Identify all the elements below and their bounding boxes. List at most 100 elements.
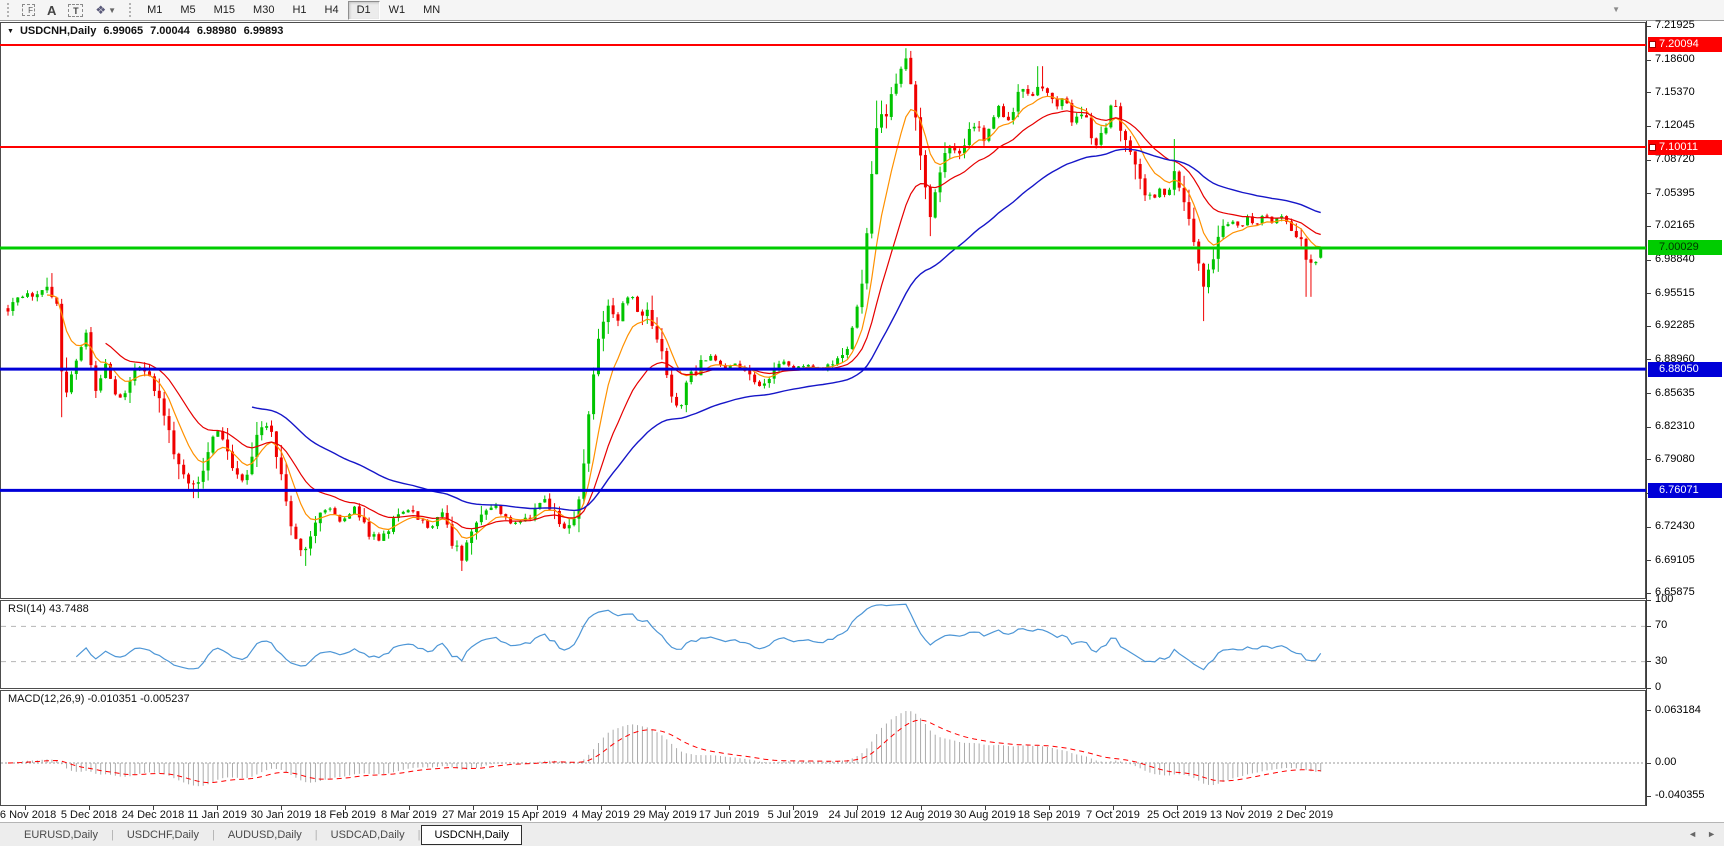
text-label-icon[interactable]: A — [47, 2, 57, 18]
price-tick — [1647, 125, 1651, 127]
date-label: 30 Jan 2019 — [250, 809, 312, 821]
ma-slow-line — [251, 148, 1321, 512]
price-tick-label: 7.05395 — [1655, 186, 1695, 199]
date-axis[interactable]: 16 Nov 2018 5 Dec 2018 24 Dec 2018 11 Jan 2… — [0, 806, 1724, 822]
tab-scroll-right-icon[interactable]: ► — [1707, 829, 1716, 839]
tab-separator: | — [110, 828, 114, 841]
date-tick — [537, 806, 538, 810]
tab-usdcad-daily[interactable]: USDCAD,Daily — [330, 828, 405, 841]
timeframe-button-m15[interactable]: M15 — [213, 3, 236, 16]
timeframe-button-h1[interactable]: H1 — [292, 3, 307, 16]
price-badge-6.88050: 6.88050 — [1648, 361, 1722, 377]
price-badge-7.20094: 7.20094 — [1648, 37, 1722, 53]
date-label: 11 Jan 2019 — [187, 809, 247, 821]
tab-separator: | — [314, 828, 318, 841]
date-label: 18 Sep 2019 — [1017, 809, 1081, 821]
date-label: 2 Dec 2019 — [1276, 809, 1334, 821]
price-tick-label: 6.79080 — [1655, 452, 1695, 465]
date-tick — [409, 806, 410, 810]
price-tick-label: 7.12045 — [1655, 119, 1695, 132]
date-label: 5 Jul 2019 — [767, 809, 819, 821]
date-tick — [25, 806, 26, 810]
chart-title: ▼ USDCNH,Daily 6.99065 7.00044 6.98980 6… — [7, 25, 286, 37]
tab-separator: | — [211, 828, 215, 841]
tab-eurusd-daily[interactable]: EURUSD,Daily — [24, 828, 98, 841]
date-tick — [1305, 806, 1306, 810]
price-tick — [1647, 560, 1651, 562]
date-tick — [345, 806, 346, 810]
date-label: 24 Dec 2018 — [121, 809, 185, 821]
date-label: 16 Nov 2018 — [0, 809, 57, 821]
rsi-indicator-label: RSI(14) 43.7488 — [8, 603, 89, 615]
date-label: 27 Mar 2019 — [442, 809, 504, 821]
timeframe-button-m1[interactable]: M1 — [147, 3, 163, 16]
price-tick — [1647, 592, 1651, 594]
date-label: 8 Mar 2019 — [381, 809, 437, 821]
price-tick-label: 6.65875 — [1655, 586, 1695, 599]
tab-usdcnh-daily[interactable]: USDCNH,Daily — [421, 824, 523, 845]
date-label: 25 Oct 2019 — [1147, 809, 1207, 821]
chevron-down-icon[interactable]: ▼ — [7, 27, 14, 35]
price-tick-label: 6.82310 — [1655, 420, 1695, 433]
dropdown-caret-icon: ▼ — [108, 5, 117, 15]
line-marker-icon — [1649, 41, 1656, 49]
price-tick — [1647, 59, 1651, 61]
timeframe-button-m5[interactable]: M5 — [180, 3, 196, 16]
timeframe-button-w1[interactable]: W1 — [388, 3, 406, 16]
date-label: 29 May 2019 — [633, 809, 697, 821]
price-badge-7.10011: 7.10011 — [1648, 139, 1722, 155]
timeframe-button-h4[interactable]: H4 — [324, 3, 339, 16]
price-tick-label: 7.18600 — [1655, 53, 1695, 66]
price-tick — [1647, 426, 1651, 428]
tab-usdchf-daily[interactable]: USDCHF,Daily — [126, 828, 199, 841]
chart-tab-bar: EURUSD,Daily | USDCHF,Daily | AUDUSD,Daily | U… — [0, 822, 1724, 846]
date-label: 12 Aug 2019 — [890, 809, 952, 821]
price-badge-7.00029: 7.00029 — [1648, 240, 1722, 256]
toolbar: F A T ❖ ▼ M1 M5 M15 M30 H1 H4 D1 W1 MN — [0, 0, 1724, 21]
high-value: 7.00044 — [150, 25, 190, 37]
price-tick-label: 7.02165 — [1655, 219, 1695, 232]
macd-signal-line — [7, 719, 1321, 784]
timeframe-button-m30[interactable]: M30 — [253, 3, 275, 16]
line-marker-icon — [1649, 143, 1656, 151]
price-tick-label: 7.15370 — [1655, 85, 1695, 98]
date-label: 24 Jul 2019 — [828, 809, 886, 821]
date-tick — [217, 806, 218, 810]
macd-scale-label: -0.040355 — [1655, 789, 1705, 802]
price-tick — [1647, 193, 1651, 195]
objects-icon[interactable]: ❖ ▼ — [95, 3, 117, 17]
text-box-icon[interactable]: T — [62, 1, 89, 20]
tab-audusd-daily[interactable]: AUDUSD,Daily — [227, 828, 302, 841]
price-chart[interactable] — [0, 21, 1724, 806]
price-tick-label: 6.95515 — [1655, 286, 1695, 299]
rsi-scale-label: 70 — [1655, 619, 1668, 632]
price-axis[interactable]: 7.21925 7.18600 7.15370 7.12045 7.08720 7.053… — [1646, 19, 1724, 806]
open-value: 6.99065 — [103, 25, 144, 37]
date-label: 15 Apr 2019 — [507, 809, 567, 821]
tab-separator: | — [417, 828, 421, 841]
price-tick-label: 7.08720 — [1655, 153, 1695, 166]
symbol-label: USDCNH,Daily — [19, 25, 97, 37]
date-label: 4 May 2019 — [572, 809, 630, 821]
price-tick-label: 6.92285 — [1655, 319, 1695, 332]
candlestick-series — [6, 48, 1323, 571]
rsi-scale-label: 30 — [1655, 654, 1668, 667]
tab-scroll-left-icon[interactable]: ◄ — [1688, 829, 1698, 839]
fbox-tool-icon[interactable]: F — [16, 1, 41, 20]
toolbar-overflow-icon[interactable]: ▼ — [1612, 5, 1620, 14]
price-tick — [1647, 526, 1651, 528]
price-tick-label: 6.72430 — [1655, 520, 1695, 533]
timeframe-button-d1[interactable]: D1 — [347, 0, 380, 20]
toolbar-grip — [7, 3, 9, 17]
date-label: 7 Oct 2019 — [1086, 809, 1140, 821]
date-tick — [1241, 806, 1242, 810]
macd-scale-label: 0.063184 — [1655, 703, 1701, 716]
rsi-scale-label: 0 — [1655, 681, 1662, 693]
date-tick — [153, 806, 154, 810]
rsi-line — [75, 603, 1322, 671]
low-value: 6.98980 — [196, 25, 237, 37]
timeframe-button-mn[interactable]: MN — [423, 3, 441, 16]
macd-scale-label: 0.00 — [1655, 756, 1677, 768]
price-tick — [1647, 225, 1651, 227]
close-value: 6.99893 — [243, 25, 284, 37]
